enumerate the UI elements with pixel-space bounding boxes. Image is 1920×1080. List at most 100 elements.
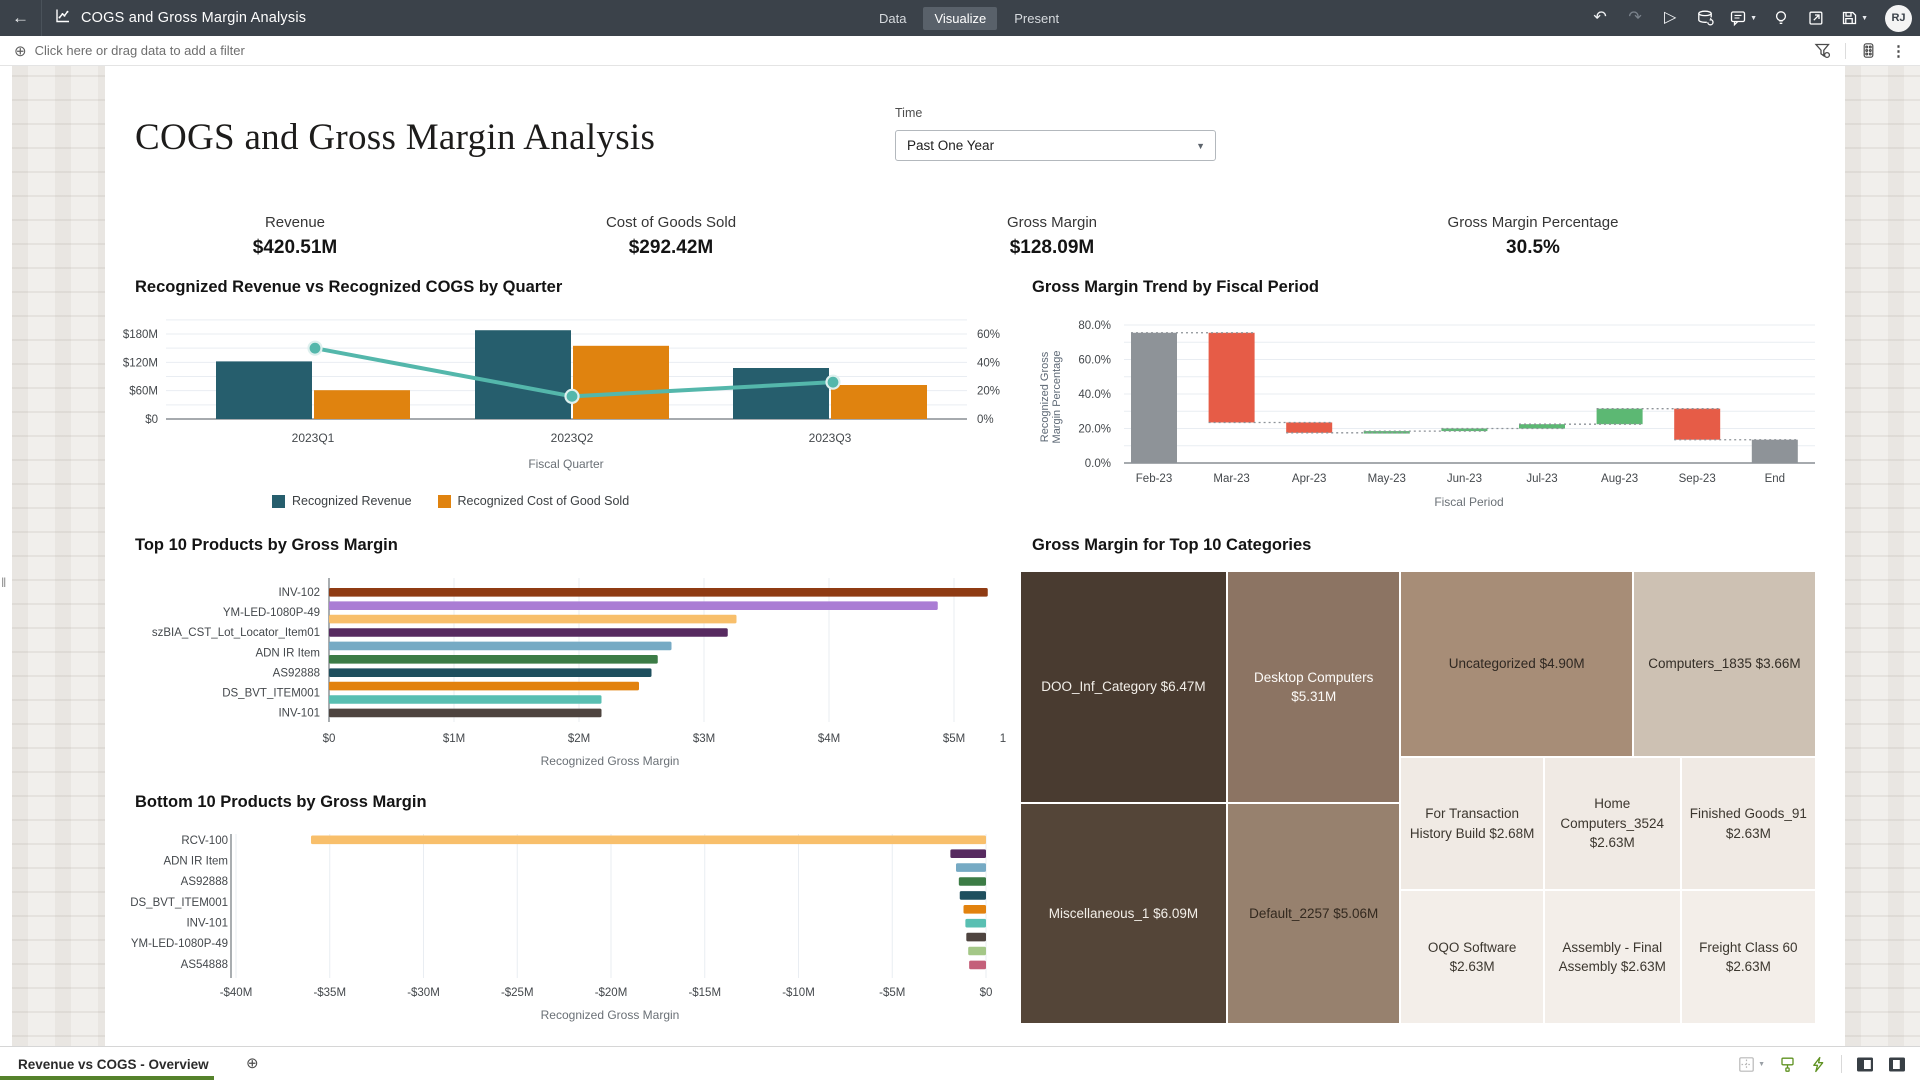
kpi-gross-margin[interactable]: Gross Margin $128.09M — [1007, 214, 1097, 259]
treemap-cell-label: Miscellaneous_1 $6.09M — [1048, 905, 1199, 921]
treemap-cell[interactable]: Freight Class 60 $2.63M — [1680, 890, 1816, 1024]
insights-bulb-icon[interactable] — [1770, 6, 1792, 30]
canvas-layout-icon[interactable]: ▼ — [1738, 1056, 1765, 1073]
treemap-cell-label: Desktop Computers $5.31M — [1254, 669, 1374, 705]
svg-text:Apr-23: Apr-23 — [1292, 473, 1327, 485]
svg-text:Feb-23: Feb-23 — [1136, 473, 1172, 485]
tab-visualize[interactable]: Visualize — [923, 6, 998, 30]
toggle-right-panel-icon[interactable] — [1888, 1056, 1906, 1073]
add-filter-icon[interactable]: ⊕ — [14, 42, 27, 60]
treemap-cell[interactable]: Home Computers_3524 $2.63M — [1543, 756, 1681, 891]
tab-data[interactable]: Data — [879, 10, 907, 26]
treemap-cell[interactable]: DOO_Inf_Category $6.47M — [1020, 571, 1227, 804]
toggle-left-panel-icon[interactable] — [1856, 1056, 1874, 1073]
kpi-value: 30.5% — [1506, 237, 1560, 258]
export-icon[interactable] — [1805, 6, 1827, 30]
kpi-value: $128.09M — [1009, 237, 1095, 258]
svg-text:INV-102: INV-102 — [278, 587, 320, 599]
back-button[interactable]: ← — [0, 0, 42, 36]
treemap-cell[interactable]: Assembly - Final Assembly $2.63M — [1543, 890, 1681, 1024]
canvas-tab-underline — [0, 1076, 214, 1080]
svg-text:RCV-100: RCV-100 — [181, 835, 228, 847]
more-options-icon[interactable]: ⋮ — [1891, 42, 1906, 60]
color-brush-icon[interactable] — [1779, 1056, 1796, 1073]
canvas-tabs-bar: Revenue vs COGS - Overview ⊕ ▼ — [0, 1046, 1920, 1080]
treemap-cell[interactable]: Desktop Computers $5.31M — [1226, 571, 1401, 804]
svg-text:-$40M: -$40M — [220, 987, 253, 999]
canvas-tab-active[interactable]: Revenue vs COGS - Overview — [18, 1056, 209, 1072]
kpi-gross-margin-pct[interactable]: Gross Margin Percentage 30.5% — [1448, 214, 1619, 259]
treemap-title: Gross Margin for Top 10 Categories — [1032, 536, 1312, 554]
header-actions: ↶ ↷ ▷ ▼ — [1589, 0, 1912, 36]
add-canvas-button[interactable]: ⊕ — [246, 1055, 259, 1072]
combo-chart[interactable]: $0 $60M $120M $180M 0% 20% 40% 60% 2023Q1 2023Q2 2… — [110, 311, 1015, 491]
kpi-revenue[interactable]: Revenue $420.51M — [253, 214, 338, 259]
svg-text:-$10M: -$10M — [782, 987, 815, 999]
kpi-cogs[interactable]: Cost of Goods Sold $292.42M — [606, 214, 736, 259]
legend-swatch — [272, 494, 285, 508]
user-avatar[interactable]: RJ — [1885, 4, 1912, 32]
caret-down-icon: ▼ — [1750, 14, 1758, 22]
save-button[interactable]: ▼ — [1840, 6, 1868, 30]
legend-swatch — [437, 494, 451, 508]
svg-text:$3M: $3M — [693, 733, 715, 745]
time-filter-select[interactable]: Past One Year ▼ — [895, 130, 1216, 161]
comments-button[interactable]: ▼ — [1729, 6, 1757, 30]
svg-text:2023Q1: 2023Q1 — [292, 431, 335, 445]
filter-bar-actions: ⋮ — [1814, 42, 1906, 60]
svg-text:2023Q3: 2023Q3 — [809, 431, 852, 445]
treemap-cell-label: OQO Software $2.63M — [1427, 939, 1517, 975]
svg-text:20.0%: 20.0% — [1078, 424, 1111, 436]
svg-text:$180M: $180M — [123, 329, 158, 341]
panel-resize-handle[interactable]: ‖ — [1, 575, 7, 590]
svg-text:INV-101: INV-101 — [186, 917, 228, 929]
undo-button[interactable]: ↶ — [1593, 9, 1607, 26]
svg-text:AS54888: AS54888 — [181, 959, 228, 971]
limit-values-filter-icon[interactable] — [1814, 42, 1831, 59]
auto-insights-bolt-icon[interactable] — [1810, 1056, 1827, 1073]
canvas-margin-right — [1845, 66, 1920, 1046]
treemap-cell[interactable]: Finished Goods_91 $2.63M — [1680, 756, 1816, 891]
svg-text:1: 1 — [1000, 733, 1006, 745]
svg-text:End: End — [1765, 473, 1785, 485]
chevron-down-icon: ▼ — [1196, 140, 1205, 151]
treemap-cell[interactable]: Computers_1835 $3.66M — [1632, 571, 1816, 757]
run-button[interactable]: ▷ — [1663, 9, 1677, 26]
svg-text:60.0%: 60.0% — [1078, 355, 1111, 367]
treemap-cell[interactable]: Miscellaneous_1 $6.09M — [1020, 803, 1227, 1024]
waterfall-chart[interactable]: 0.0% 20.0% 40.0% 60.0% 80.0% Feb-23 Mar-23 Apr-… — [1022, 311, 1822, 513]
filter-bar: ⊕ Click here or drag data to add a filte… — [0, 36, 1920, 66]
top10-chart[interactable]: $0 $1M $2M $3M $4M $5M 1 INV-102 YM-LED-1080P-49… — [110, 566, 1020, 778]
kpi-label: Revenue — [264, 214, 326, 231]
treemap-cell-label: Assembly - Final Assembly $2.63M — [1558, 939, 1666, 975]
treemap-cell-label: DOO_Inf_Category $6.47M — [1041, 679, 1206, 695]
legend-item[interactable]: Recognized Revenue — [272, 494, 412, 508]
svg-text:$1M: $1M — [443, 733, 465, 745]
treemap-cell[interactable]: OQO Software $2.63M — [1400, 890, 1544, 1024]
treemap-cell[interactable]: Default_2257 $5.06M — [1226, 803, 1401, 1024]
legend-item[interactable]: Recognized Cost of Good Sold — [437, 494, 629, 508]
tab-present[interactable]: Present — [1014, 10, 1060, 26]
treemap-cell-label: Finished Goods_91 $2.63M — [1689, 805, 1807, 841]
header-tabs: Data Visualize Present — [868, 0, 1070, 36]
svg-text:$4M: $4M — [818, 733, 840, 745]
caret-down-icon: ▼ — [1758, 1060, 1765, 1068]
treemap-cell[interactable]: For Transaction History Build $2.68M — [1400, 756, 1544, 891]
canvas-settings-icon[interactable] — [1860, 42, 1877, 59]
combo-chart-legend: Recognized Revenue Recognized Cost of Goo… — [272, 494, 629, 508]
kpi-value: $292.42M — [628, 237, 714, 258]
redo-button[interactable]: ↷ — [1628, 9, 1642, 26]
svg-text:$2M: $2M — [568, 733, 590, 745]
svg-text:$5M: $5M — [943, 733, 965, 745]
svg-text:40.0%: 40.0% — [1078, 389, 1111, 401]
kpi-label: Gross Margin Percentage — [1447, 214, 1619, 231]
kpi-label: Gross Margin — [1006, 214, 1098, 231]
filter-prompt[interactable]: Click here or drag data to add a filter — [34, 43, 245, 58]
canvas-margin-left — [12, 66, 105, 1046]
treemap-chart[interactable]: DOO_Inf_Category $6.47M Miscellaneous_1 $… — [1020, 571, 1816, 1024]
svg-text:-$15M: -$15M — [688, 987, 721, 999]
caret-down-icon: ▼ — [1861, 14, 1868, 22]
bottom10-chart[interactable]: -$40M -$35M -$30M -$25M -$20M -$15M -$10M -$5M $… — [110, 830, 1020, 1036]
refresh-data-icon[interactable] — [1694, 6, 1716, 30]
treemap-cell[interactable]: Uncategorized $4.90M — [1400, 571, 1633, 757]
